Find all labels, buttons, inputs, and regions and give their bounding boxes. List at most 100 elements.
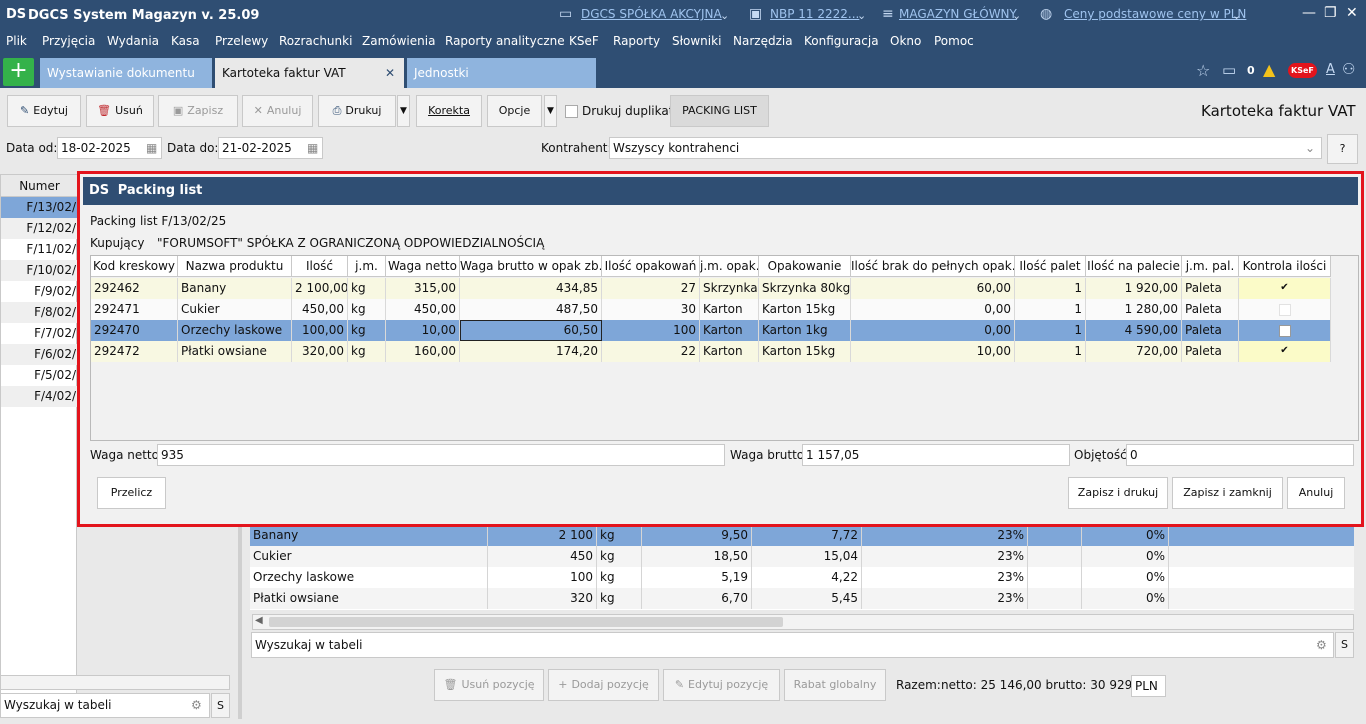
list-header[interactable]: Numer: [1, 175, 78, 197]
table-row[interactable]: Banany 2 100 kg 9,50 7,72 23% 0%: [250, 525, 1354, 546]
list-item[interactable]: F/8/02/: [1, 302, 78, 323]
packing-list-button[interactable]: PACKING LIST: [670, 95, 769, 127]
check-checkbox[interactable]: ✔: [1280, 344, 1289, 356]
calendar-icon[interactable]: ▦: [146, 141, 158, 155]
cell-gross-active[interactable]: 60,50: [460, 320, 602, 341]
edit-position-button[interactable]: ✎ Edytuj pozycję: [663, 669, 780, 701]
close-icon[interactable]: ✕: [1346, 5, 1358, 21]
menu-rozrachunki[interactable]: Rozrachunki: [279, 34, 353, 48]
positions-search-input[interactable]: Wyszukaj w tabeli ⚙: [251, 632, 1334, 658]
col-barcode[interactable]: Kod kreskowy: [91, 256, 178, 277]
list-item[interactable]: F/5/02/: [34, 368, 76, 382]
remove-position-button[interactable]: 🗑 Usuń pozycję: [434, 669, 544, 701]
save-print-button[interactable]: Zapisz i drukuj: [1068, 477, 1168, 509]
list-item[interactable]: F/6/02/: [1, 344, 78, 365]
check-checkbox[interactable]: ✔: [1280, 281, 1289, 293]
gear-icon[interactable]: ⚙: [191, 698, 202, 712]
col-unit[interactable]: j.m.: [348, 256, 386, 277]
col-qty[interactable]: Ilość: [292, 256, 348, 277]
add-position-button[interactable]: + Dodaj pozycję: [548, 669, 659, 701]
list-item[interactable]: F/12/02/: [1, 218, 78, 239]
scroll-left-icon[interactable]: ◀: [255, 615, 263, 626]
list-item[interactable]: F/11/02/: [26, 242, 76, 256]
save-close-button[interactable]: Zapisz i zamknij: [1172, 477, 1283, 509]
chevron-down-icon[interactable]: ⌄: [1305, 141, 1316, 155]
col-pallets[interactable]: Ilość palet: [1015, 256, 1086, 277]
table-row[interactable]: 292470 Orzechy laskowe 100,00 kg 10,00 6…: [91, 320, 1331, 341]
menu-kasa[interactable]: Kasa: [171, 34, 200, 48]
table-row[interactable]: Cukier 450 kg 18,50 15,04 23% 0%: [250, 546, 1354, 567]
print-dropdown[interactable]: ▼: [397, 95, 410, 127]
left-search-input[interactable]: Wyszukaj w tabeli ⚙: [0, 693, 210, 718]
contractor-select[interactable]: Wszyscy kontrahenci ⌄: [609, 137, 1322, 159]
bell-icon[interactable]: ▲: [1263, 60, 1276, 79]
col-on-pallet[interactable]: Ilość na palecie: [1086, 256, 1182, 277]
col-missing[interactable]: Ilość brak do pełnych opak.: [851, 256, 1015, 277]
col-gross[interactable]: Waga brutto w opak zb.: [460, 256, 602, 277]
delete-button[interactable]: 🗑 Usuń: [86, 95, 154, 127]
col-packaging[interactable]: Opakowanie: [759, 256, 851, 277]
col-pack-unit[interactable]: j.m. opak.: [700, 256, 759, 277]
calendar-icon[interactable]: ▦: [307, 141, 319, 155]
bank-selector[interactable]: NBP 11 2222...: [770, 7, 860, 21]
menu-zamowienia[interactable]: Zamówienia: [362, 34, 436, 48]
print-duplicate-checkbox[interactable]: [565, 105, 578, 118]
monitor-icon[interactable]: ▭: [1222, 61, 1237, 79]
menu-raporty[interactable]: Raporty: [613, 34, 661, 48]
chevron-down-icon[interactable]: ⌄: [857, 9, 867, 22]
menu-narzedzia[interactable]: Narzędzia: [733, 34, 793, 48]
check-checkbox[interactable]: [1278, 324, 1291, 337]
tab-kartoteka[interactable]: Kartoteka faktur VAT ✕: [215, 58, 404, 88]
date-to-input[interactable]: 21-02-2025 ▦: [218, 137, 323, 159]
col-packs[interactable]: Ilość opakowań: [602, 256, 700, 277]
print-button[interactable]: ⎙ Drukuj: [318, 95, 396, 127]
restore-icon[interactable]: ❐: [1324, 5, 1337, 21]
tab-wystawianie[interactable]: Wystawianie dokumentu: [40, 58, 212, 88]
menu-pomoc[interactable]: Pomoc: [934, 34, 974, 48]
font-size-icon[interactable]: A: [1326, 62, 1335, 77]
table-row[interactable]: 292472 Płatki owsiane 320,00 kg 160,00 1…: [91, 341, 1331, 362]
menu-raporty-analityczne[interactable]: Raporty analityczne: [445, 34, 565, 48]
options-dropdown[interactable]: ▼: [544, 95, 557, 127]
menu-plik[interactable]: Plik: [6, 34, 27, 48]
date-from-input[interactable]: 18-02-2025 ▦: [57, 137, 162, 159]
cell-gross[interactable]: 487,50: [460, 299, 602, 320]
list-item[interactable]: F/4/02/: [1, 386, 78, 407]
check-checkbox[interactable]: [1278, 303, 1291, 316]
help-button[interactable]: ?: [1327, 134, 1358, 164]
list-item[interactable]: F/13/02/: [1, 197, 78, 218]
edit-button[interactable]: ✎ Edytuj: [7, 95, 81, 127]
star-icon[interactable]: ☆: [1196, 61, 1211, 80]
person-icon[interactable]: ⚇: [1342, 60, 1356, 78]
col-check[interactable]: Kontrola ilości: [1239, 256, 1331, 277]
chevron-down-icon[interactable]: ⌄: [1232, 9, 1242, 22]
menu-konfiguracja[interactable]: Konfiguracja: [804, 34, 879, 48]
table-row[interactable]: 292471 Cukier 450,00 kg 450,00 487,50 30…: [91, 299, 1331, 320]
recalculate-button[interactable]: Przelicz: [97, 477, 166, 509]
scroll-thumb[interactable]: [269, 617, 783, 627]
table-row[interactable]: Płatki owsiane 320 kg 6,70 5,45 23% 0%: [250, 588, 1354, 609]
menu-przyjecia[interactable]: Przyjęcia: [42, 34, 96, 48]
chevron-down-icon[interactable]: ⌄: [720, 9, 730, 22]
tab-jednostki[interactable]: Jednostki: [407, 58, 596, 88]
company-selector[interactable]: DGCS SPÓŁKA AKCYJNA: [581, 7, 722, 21]
cell-gross[interactable]: 174,20: [460, 341, 602, 362]
table-row[interactable]: Orzechy laskowe 100 kg 5,19 4,22 23% 0%: [250, 567, 1354, 588]
chevron-down-icon[interactable]: ⌄: [1012, 9, 1022, 22]
menu-wydania[interactable]: Wydania: [107, 34, 160, 48]
left-s-button[interactable]: S: [211, 693, 230, 718]
options-button[interactable]: Opcje: [487, 95, 542, 127]
volume-field[interactable]: 0: [1126, 444, 1354, 466]
gear-icon[interactable]: ⚙: [1316, 638, 1327, 652]
new-tab-button[interactable]: +: [3, 58, 34, 86]
global-discount-button[interactable]: Rabat globalny: [784, 669, 886, 701]
price-selector[interactable]: Ceny podstawowe ceny w PLN: [1064, 7, 1247, 21]
menu-slowniki[interactable]: Słowniki: [672, 34, 722, 48]
list-item[interactable]: F/10/02/: [1, 260, 78, 281]
menu-okno[interactable]: Okno: [890, 34, 922, 48]
list-item[interactable]: F/9/02/: [34, 284, 76, 298]
save-button[interactable]: ▣ Zapisz: [158, 95, 238, 127]
cancel-button[interactable]: ✕ Anuluj: [242, 95, 313, 127]
warehouse-selector[interactable]: MAGAZYN GŁÓWNY: [899, 7, 1017, 21]
close-tab-icon[interactable]: ✕: [385, 66, 396, 80]
